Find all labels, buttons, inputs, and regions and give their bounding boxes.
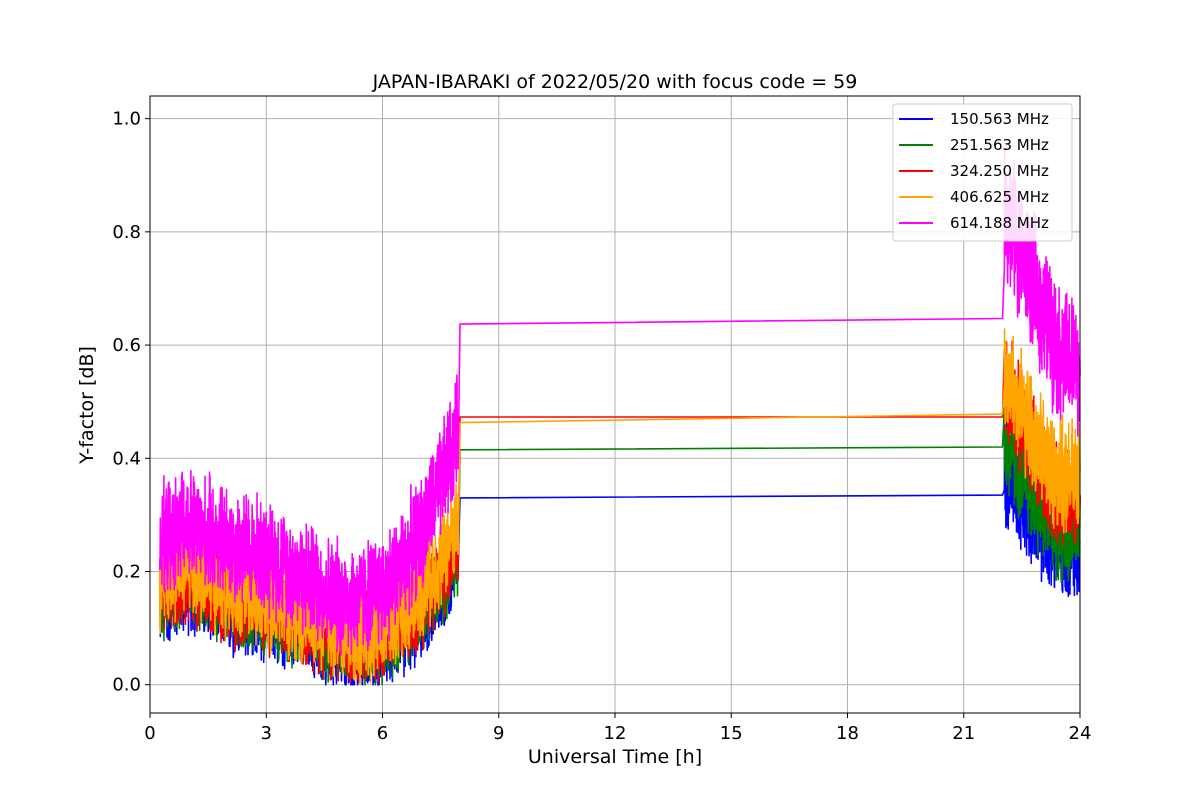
chart-title: JAPAN-IBARAKI of 2022/05/20 with focus c… [372, 71, 858, 93]
x-tick-label: 9 [493, 723, 504, 744]
x-tick-label: 21 [952, 723, 975, 744]
x-tick-label: 18 [836, 723, 859, 744]
series-layer [158, 146, 1081, 686]
x-axis: 0 3 6 9 12 15 18 21 24 [144, 713, 1091, 744]
y-tick-label: 0.4 [112, 448, 141, 469]
x-tick-label: 0 [144, 723, 155, 744]
y-axis-label: Y-factor [dB] [76, 346, 98, 465]
legend-label: 614.188 MHz [950, 214, 1049, 232]
y-tick-label: 0.0 [112, 675, 141, 696]
y-axis: 0.0 0.2 0.4 0.6 0.8 1.0 [112, 109, 150, 696]
legend-label: 406.625 MHz [950, 188, 1049, 206]
legend-label: 251.563 MHz [950, 136, 1049, 154]
x-tick-label: 6 [377, 723, 388, 744]
y-tick-label: 1.0 [112, 109, 141, 130]
x-tick-label: 3 [261, 723, 272, 744]
x-axis-label: Universal Time [h] [528, 746, 702, 768]
series-line-5 [158, 146, 1081, 656]
y-tick-label: 0.2 [112, 561, 141, 582]
x-tick-label: 12 [604, 723, 627, 744]
series-line-4 [158, 328, 1081, 685]
y-tick-label: 0.6 [112, 335, 141, 356]
legend-box [892, 103, 1073, 242]
x-tick-label: 24 [1069, 723, 1092, 744]
legend-label: 150.563 MHz [950, 110, 1049, 128]
y-tick-label: 0.8 [112, 222, 141, 243]
x-tick-label: 15 [720, 723, 743, 744]
legend: 150.563 MHz 251.563 MHz 324.250 MHz 406.625… [892, 103, 1073, 242]
legend-label: 324.250 MHz [950, 162, 1049, 180]
